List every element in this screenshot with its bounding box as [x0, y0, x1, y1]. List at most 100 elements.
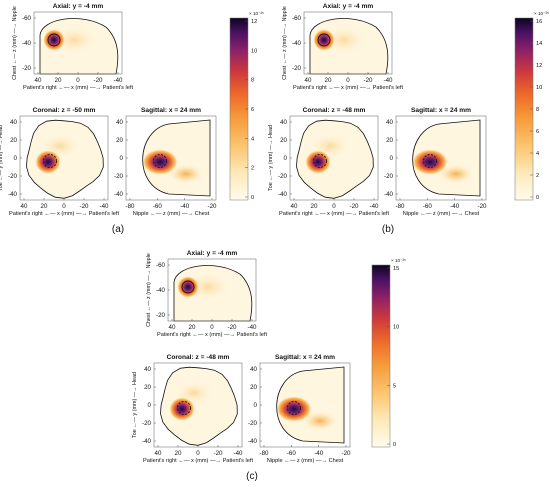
axial-xlabel: Patient's right ←— x (mm) —→ Patient's l…	[157, 332, 267, 338]
sagittal-xlabel: Nipple ←— z (mm) —→ Chest	[267, 458, 344, 464]
colorbar-tick-label: 10	[393, 325, 399, 331]
colorbar-tick-label: 6	[251, 107, 254, 113]
colorbar-exponent: × 10⁻²⁵	[534, 11, 549, 16]
colorbar	[371, 264, 391, 448]
axial-breast-outline	[309, 18, 389, 75]
coronal-tumor-marker	[43, 154, 57, 168]
axial-ylabel: Chest ←— z (mm) —→ Nipple	[12, 6, 18, 80]
coronal-tumor-marker	[313, 154, 327, 168]
axial-tumor-marker	[317, 33, 331, 47]
sagittal-ytick-label: 40	[116, 119, 123, 126]
axial-xlabel: Patient's right ←— x (mm) —→ Patient's l…	[293, 85, 403, 91]
sagittal-xtick-label: -40	[314, 450, 324, 457]
axial-xtick-label: 40	[169, 324, 176, 331]
axial-ytick-label: -20	[22, 65, 32, 72]
sagittal-xtick-label: -40	[180, 203, 190, 210]
sagittal-xtick-label: -20	[208, 203, 218, 210]
sagittal-xtick-label: -80	[260, 450, 270, 457]
axial-ytick-label: -60	[156, 262, 166, 269]
colorbar-tick-label: 10	[536, 85, 542, 91]
axial-title: Axial: y = -4 mm	[187, 250, 238, 257]
axial-ylabel: Chest ←— z (mm) —→ Nipple	[282, 6, 288, 80]
coronal-hotspot	[305, 150, 331, 174]
sagittal-xtick-label: -40	[450, 203, 460, 210]
axial-xtick-label: -40	[114, 77, 124, 84]
axial-faint-region	[186, 273, 230, 301]
sagittal-xtick-label: -80	[126, 203, 136, 210]
coronal-xlabel: Patient's right ←— x (mm) —→ Patient's l…	[143, 458, 253, 464]
coronal-ylabel: Toe ←— y (mm) —→ Head	[132, 372, 138, 438]
sagittal-hotspot	[142, 149, 178, 175]
colorbar-tick-label: 4	[251, 136, 254, 142]
sagittal-ytick-label: -40	[248, 438, 258, 445]
colorbar-tick-label: 0	[536, 195, 539, 201]
sagittal-title: Sagittal: x = 24 mm	[141, 107, 201, 114]
axial-hotspot	[313, 29, 335, 51]
coronal-ytick-label: 20	[10, 137, 17, 144]
colorbar-tick-label: 2	[251, 166, 254, 172]
coronal-xlabel: Patient's right ←— x (mm) —→ Patient's l…	[9, 211, 119, 217]
axial-faint-region	[52, 26, 96, 54]
sagittal-ytick-label: 40	[386, 119, 393, 126]
coronal-xtick-label: -40	[100, 203, 110, 210]
axial-xlabel: Patient's right ←— x (mm) —→ Patient's l…	[23, 85, 133, 91]
colorbar-tick-label: 8	[251, 78, 254, 84]
sagittal-tumor-marker	[423, 154, 437, 168]
sagittal-tumor-marker	[287, 401, 301, 415]
axial-ytick-label: -40	[156, 287, 166, 294]
coronal-tumor-marker	[177, 401, 191, 415]
axial-xtick-label: -20	[94, 77, 104, 84]
axial-tumor-marker	[47, 33, 61, 47]
coronal-xtick-label: 0	[62, 203, 66, 210]
axial-xtick-label: 0	[210, 324, 214, 331]
sagittal-warm-region	[302, 411, 338, 431]
axial-xtick-label: -20	[228, 324, 238, 331]
sagittal-ytick-label: 20	[386, 137, 393, 144]
coronal-xtick-label: 40	[21, 203, 28, 210]
axial-xtick-label: -40	[248, 324, 258, 331]
sagittal-xtick-label: -60	[153, 203, 163, 210]
sagittal-title: Sagittal: x = 24 mm	[411, 107, 471, 114]
colorbar-tick-label: 10	[251, 48, 257, 54]
axial-xtick-label: -40	[384, 77, 394, 84]
coronal-ytick-label: 0	[14, 155, 18, 162]
coronal-xtick-label: 20	[311, 203, 318, 210]
axial-xtick-label: 0	[346, 77, 350, 84]
sagittal-ytick-label: 20	[116, 137, 123, 144]
coronal-hotspot	[35, 150, 61, 174]
coronal-ytick-label: 0	[284, 155, 288, 162]
sagittal-tumor-marker	[153, 154, 167, 168]
coronal-xtick-label: 20	[41, 203, 48, 210]
axial-tumor-marker	[181, 280, 195, 294]
axial-ytick-label: -20	[292, 65, 302, 72]
sagittal-hotspot	[412, 149, 448, 175]
coronal-ytick-label: -40	[142, 438, 152, 445]
coronal-hotspot	[169, 397, 195, 421]
coronal-ytick-label: -40	[278, 191, 288, 198]
sagittal-ytick-label: 0	[390, 155, 394, 162]
coronal-breast-outline	[26, 119, 104, 199]
sagittal-ytick-label: -20	[114, 173, 124, 180]
axial-breast-outline	[39, 18, 119, 75]
coronal-xtick-label: -20	[80, 203, 90, 210]
axial-xtick-label: 40	[35, 77, 42, 84]
sagittal-breast-outline	[276, 366, 345, 444]
colorbar-tick-label: 5	[393, 383, 396, 389]
coronal-ytick-label: -20	[8, 173, 18, 180]
coronal-xtick-label: 20	[175, 450, 182, 457]
coronal-ytick-label: 20	[280, 137, 287, 144]
coronal-xtick-label: 0	[196, 450, 200, 457]
coronal-title: Coronal: z = -48 mm	[303, 107, 366, 114]
colorbar-exponent: × 10⁻²⁵	[391, 258, 406, 263]
axial-ytick-label: -40	[292, 40, 302, 47]
colorbar-tick-label: 6	[536, 129, 539, 135]
sagittal-hotspot	[276, 396, 312, 422]
coronal-ytick-label: -20	[278, 173, 288, 180]
coronal-ytick-label: 20	[144, 384, 151, 391]
coronal-xtick-label: -40	[370, 203, 380, 210]
axial-ylabel: Chest ←— z (mm) —→ Nipple	[146, 253, 152, 327]
axial-breast-outline	[173, 265, 253, 322]
coronal-ylabel: Toe ←— y (mm) —→ Head	[268, 125, 274, 191]
coronal-ytick-label: 0	[148, 402, 152, 409]
